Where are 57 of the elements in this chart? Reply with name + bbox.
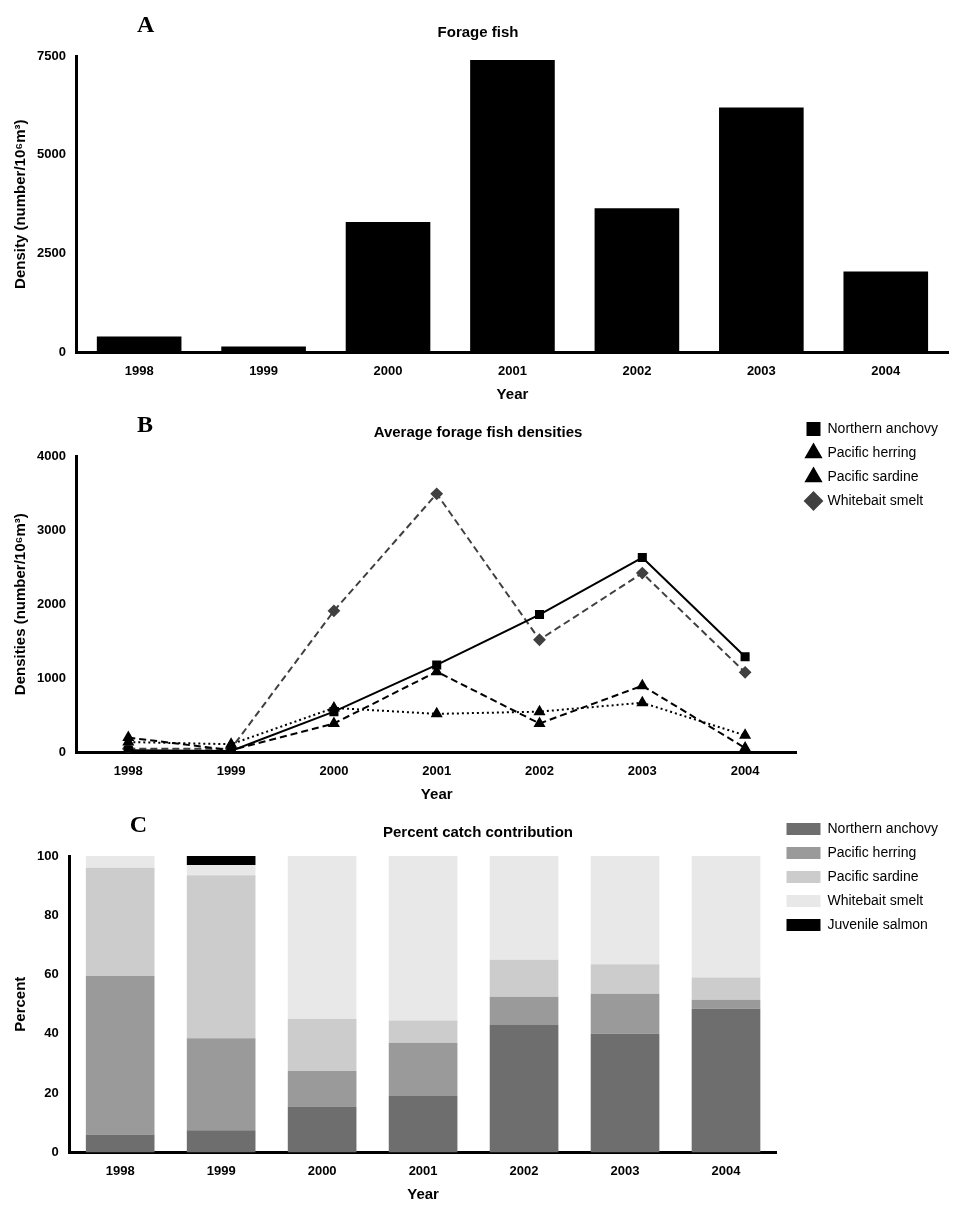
x-tick-label: 2000 xyxy=(373,362,403,378)
chart-title: Average forage fish densities xyxy=(373,423,583,441)
x-tick-label: 1999 xyxy=(216,762,246,778)
x-tick-label: 2000 xyxy=(307,1162,337,1178)
chart-title: Percent catch contribution xyxy=(382,823,574,841)
y-tick-label: 7500 xyxy=(37,47,66,63)
y-tick-label: 0 xyxy=(58,343,66,359)
y-tick-label: 0 xyxy=(58,743,66,759)
legend-label: Juvenile salmon xyxy=(827,915,928,932)
x-tick-label: 2002 xyxy=(509,1162,539,1178)
x-axis-title: Year xyxy=(496,385,529,403)
x-tick-label: 1999 xyxy=(249,362,279,378)
legend-label: Pacific sardine xyxy=(827,867,919,884)
y-axis-title: Percent xyxy=(11,976,29,1032)
x-tick-label: 2003 xyxy=(746,362,776,378)
y-tick-label: 40 xyxy=(44,1025,59,1041)
x-tick-label: 1999 xyxy=(206,1162,236,1178)
x-tick-label: 2003 xyxy=(627,762,657,778)
x-tick-label: 2001 xyxy=(408,1162,438,1178)
x-tick-label: 2002 xyxy=(525,762,554,778)
x-tick-label: 2004 xyxy=(711,1162,742,1178)
y-tick-label: 2500 xyxy=(37,245,66,261)
y-tick-label: 4000 xyxy=(37,447,66,463)
x-tick-label: 2003 xyxy=(610,1162,640,1178)
x-tick-label: 1998 xyxy=(105,1162,135,1178)
x-tick-label: 1998 xyxy=(124,362,154,378)
x-axis-title: Year xyxy=(407,1185,440,1203)
y-axis-title: Density (number/10⁶m³) xyxy=(11,119,29,289)
legend-label: Northern anchovy xyxy=(827,419,939,436)
chart-title: Forage fish xyxy=(437,23,519,41)
x-tick-label: 2002 xyxy=(622,362,652,378)
x-tick-label: 1998 xyxy=(113,762,143,778)
legend-label: Pacific sardine xyxy=(827,467,919,484)
y-tick-label: 0 xyxy=(51,1143,59,1159)
y-axis-title: Densities (number/10⁶m³) xyxy=(11,513,29,696)
y-tick-label: 20 xyxy=(44,1084,59,1100)
y-tick-label: 5000 xyxy=(37,146,66,162)
y-tick-label: 100 xyxy=(36,847,59,863)
y-tick-label: 1000 xyxy=(37,669,66,685)
x-tick-label: 2004 xyxy=(871,362,902,378)
text: C xyxy=(129,811,148,838)
legend-label: Whitebait smelt xyxy=(827,891,924,908)
x-tick-label: 2000 xyxy=(319,762,349,778)
legend-label: Pacific herring xyxy=(827,843,917,860)
y-tick-label: 60 xyxy=(44,966,59,982)
x-tick-label: 2001 xyxy=(498,362,527,378)
y-tick-label: 3000 xyxy=(37,521,66,537)
y-tick-label: 80 xyxy=(44,906,59,922)
x-axis-title: Year xyxy=(420,785,453,803)
text: A xyxy=(136,11,155,38)
x-tick-label: 2004 xyxy=(730,762,761,778)
legend-label: Northern anchovy xyxy=(827,819,939,836)
text: B xyxy=(136,411,153,438)
legend-label: Whitebait smelt xyxy=(827,491,924,508)
x-tick-label: 2001 xyxy=(422,762,452,778)
legend-label: Pacific herring xyxy=(827,443,917,460)
y-tick-label: 2000 xyxy=(37,595,66,611)
